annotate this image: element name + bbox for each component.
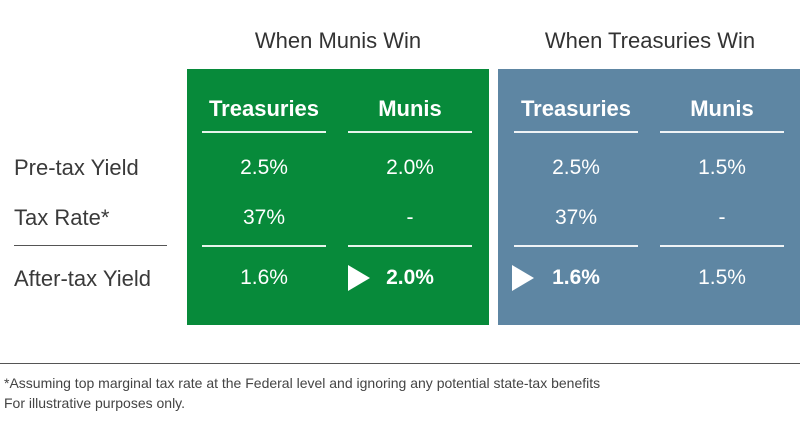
footnote-disclaimer: For illustrative purposes only. — [4, 395, 186, 411]
cell-taxrate-munis: - — [406, 206, 414, 229]
cell-aftertax-treasuries-winner: 1.6% — [552, 266, 600, 289]
row-label-pretax-yield: Pre-tax Yield — [14, 155, 139, 180]
footer-divider — [0, 363, 800, 364]
footnote-assumption: *Assuming top marginal tax rate at the F… — [4, 375, 601, 391]
row-label-aftertax-yield: After-tax Yield — [14, 266, 151, 291]
winner-arrow-icon — [512, 265, 534, 291]
munis-win-panel — [187, 69, 489, 325]
column-header-munis: Munis — [378, 96, 442, 121]
row-divider — [514, 245, 638, 247]
cell-pretax-munis: 1.5% — [698, 156, 746, 179]
row-label-tax-rate: Tax Rate* — [14, 205, 110, 230]
header-divider — [514, 131, 638, 133]
treasuries-win-panel — [498, 69, 800, 325]
cell-pretax-treasuries: 2.5% — [240, 156, 288, 179]
cell-aftertax-munis-winner: 2.0% — [386, 266, 434, 289]
row-divider — [348, 245, 472, 247]
header-divider — [660, 131, 784, 133]
cell-taxrate-treasuries: 37% — [554, 206, 598, 229]
row-divider — [14, 245, 167, 246]
header-divider — [348, 131, 472, 133]
column-header-munis: Munis — [690, 96, 754, 121]
winner-arrow-icon — [348, 265, 370, 291]
scenario-title-treasuries-win: When Treasuries Win — [544, 28, 756, 53]
cell-taxrate-munis: - — [718, 206, 726, 229]
column-header-treasuries: Treasuries — [520, 96, 632, 121]
column-header-treasuries: Treasuries — [208, 96, 320, 121]
cell-aftertax-treasuries: 1.6% — [240, 266, 288, 289]
row-divider — [202, 245, 326, 247]
cell-aftertax-munis: 1.5% — [698, 266, 746, 289]
header-divider — [202, 131, 326, 133]
cell-pretax-munis: 2.0% — [386, 156, 434, 179]
cell-pretax-treasuries: 2.5% — [552, 156, 600, 179]
cell-taxrate-treasuries: 37% — [242, 206, 286, 229]
row-divider — [660, 245, 784, 247]
scenario-title-munis-win: When Munis Win — [254, 28, 422, 53]
